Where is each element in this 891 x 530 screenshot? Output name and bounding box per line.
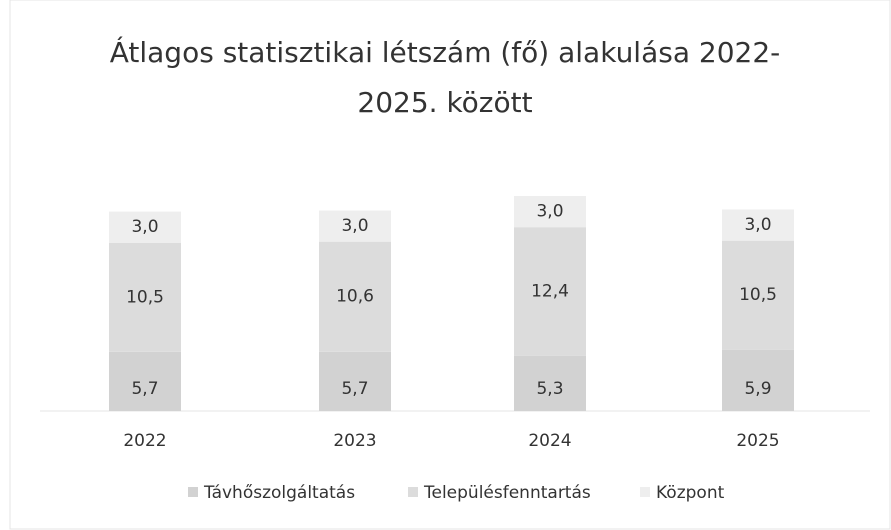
bar-segment [319, 241, 391, 352]
data-label: 3,0 [341, 216, 368, 236]
bar-segment [109, 351, 181, 411]
bar-segment [109, 242, 181, 352]
bar-segment [319, 351, 391, 411]
bar-segment [514, 355, 586, 411]
bar-segment [109, 211, 181, 243]
data-label: 5,7 [131, 379, 158, 399]
x-tick-label: 2024 [528, 431, 571, 451]
chart-title: Átlagos statisztikai létszám (fő) alakul… [109, 36, 781, 119]
data-label: 3,0 [744, 215, 771, 235]
bar-segment [319, 210, 391, 242]
data-label: 3,0 [536, 202, 563, 222]
bar-segment [514, 196, 586, 228]
data-label: 5,9 [744, 379, 771, 399]
data-label: 5,3 [536, 379, 563, 399]
x-tick-label: 2022 [123, 431, 166, 451]
legend-swatch [640, 487, 650, 497]
data-label: 5,7 [341, 379, 368, 399]
data-label: 10,5 [739, 285, 777, 305]
bar-segment [722, 349, 794, 411]
data-label: 12,4 [531, 282, 569, 302]
legend-swatch [188, 487, 198, 497]
data-label: 3,0 [131, 217, 158, 237]
bar-segment [722, 209, 794, 241]
bar-segment [722, 240, 794, 350]
x-tick-label: 2025 [736, 431, 779, 451]
chart-border [9, 0, 891, 530]
legend-label: Távhőszolgáltatás [203, 483, 355, 503]
legend-swatch [408, 487, 418, 497]
legend-label: Központ [656, 483, 725, 503]
data-label: 10,6 [336, 287, 374, 307]
data-label: 10,5 [126, 287, 164, 307]
legend-label: Településfenntartás [423, 483, 591, 503]
x-tick-label: 2023 [333, 431, 376, 451]
bar-segment [514, 227, 586, 356]
